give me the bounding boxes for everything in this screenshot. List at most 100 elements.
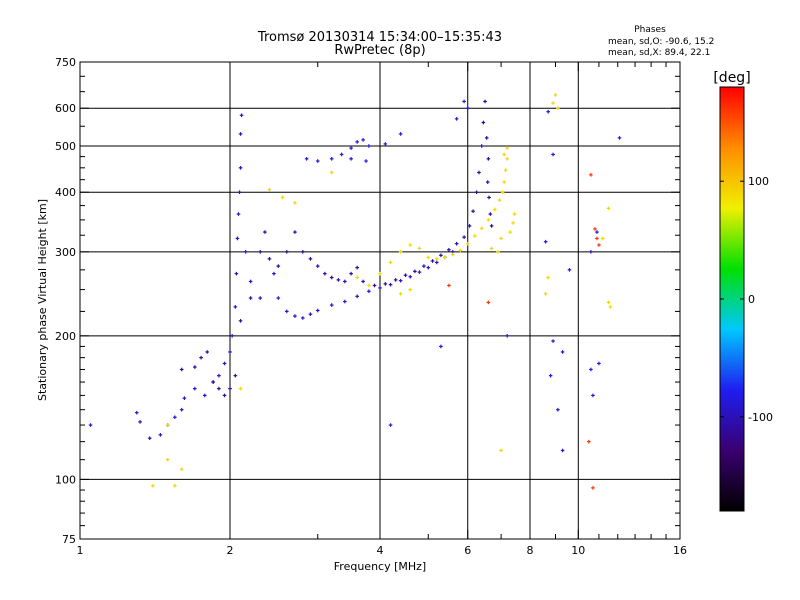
data-point [199,355,203,360]
data-point [301,250,305,254]
data-point [349,146,353,150]
data-point [323,271,327,276]
data-point [355,294,359,299]
data-point [315,308,320,313]
colorbar-tick-label: -100 [748,411,773,424]
data-point [234,271,239,276]
data-point [284,309,289,314]
data-point [462,99,466,104]
data-point [493,207,497,212]
data-point [508,230,512,234]
data-point [367,283,371,288]
data-point [293,230,297,234]
data-point [158,433,163,437]
data-point [499,448,503,453]
phases-heading: Phases [634,25,666,35]
data-point [147,436,152,441]
data-point [496,250,500,254]
data-point [595,236,599,241]
data-point [454,117,459,121]
y-tick-label: 200 [55,330,76,343]
data-point [193,365,197,369]
x-tick-label: 16 [673,544,687,557]
data-point [408,243,413,247]
chart-subtitle: RwPretec (8p) [334,43,425,58]
data-point [551,152,555,157]
data-point [503,168,508,172]
data-point [462,235,466,239]
data-point [182,396,187,400]
data-point [489,246,494,251]
data-point [403,273,408,277]
data-point [237,190,242,195]
x-tick-label: 8 [527,544,534,557]
data-point [367,144,371,148]
data-point [230,334,234,338]
data-point [413,269,417,274]
data-point [505,157,509,161]
data-point [355,265,359,270]
data-point [165,457,170,462]
data-point [238,166,243,170]
data-point [398,278,403,283]
data-point [267,187,272,192]
data-point [505,334,509,338]
data-point [543,239,548,244]
data-point [499,236,503,241]
data-point [502,180,506,184]
data-point [308,257,313,261]
data-point [315,159,320,163]
data-point [205,350,209,354]
data-point [551,339,555,343]
data-point [489,224,494,228]
data-point [556,106,560,111]
data-point [608,305,613,309]
data-point [343,299,347,304]
data-point [173,483,177,488]
data-point [258,250,263,254]
data-point [417,270,422,274]
data-point [222,393,227,398]
data-point [447,283,451,288]
data-point [398,250,403,254]
data-point [408,274,413,279]
data-point [173,415,177,420]
x-tick-label: 2 [227,544,234,557]
axis-ticks: 1 2 4 6 8 10 16 75 100 200 300 400 500 600 750 [55,56,687,557]
data-point [211,380,215,384]
data-point [597,361,601,366]
data-point [248,279,253,284]
data-point [430,259,435,263]
data-point [512,212,517,216]
data-point [355,275,359,280]
data-point [267,257,272,261]
data-point [488,212,493,216]
data-point [304,157,309,161]
data-point [388,260,393,265]
data-point [486,157,491,161]
y-tick-label: 400 [55,186,76,199]
data-point [481,120,486,125]
data-point [179,407,184,412]
data-point [553,93,558,97]
data-point [383,142,388,146]
data-point [408,287,413,292]
data-point [276,264,281,268]
data-point [465,106,470,111]
data-point [556,407,560,412]
data-point [548,373,553,378]
data-point [601,236,605,241]
data-point [238,319,243,323]
data-point [315,264,320,268]
y-tick-label: 75 [62,533,76,546]
data-point [426,265,431,270]
data-point [551,101,555,105]
data-point [511,221,515,225]
data-point [343,279,347,284]
data-point [165,423,170,427]
data-point [543,291,548,296]
data-point [591,393,595,398]
y-tick-label: 600 [55,102,76,115]
data-point [235,236,240,241]
data-point [417,246,422,251]
